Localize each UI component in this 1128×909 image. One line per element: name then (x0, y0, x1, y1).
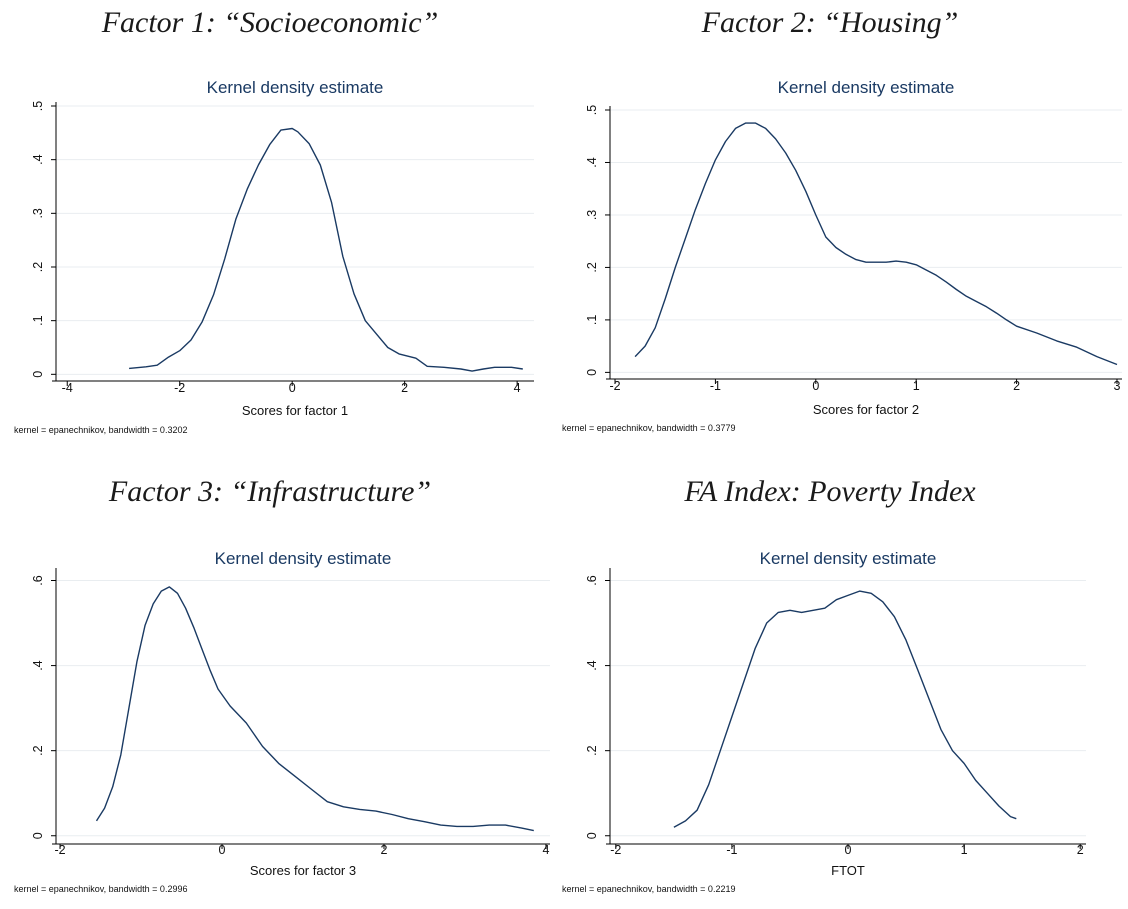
y-tick-label: .6 (585, 575, 599, 585)
y-tick-label: .4 (31, 154, 45, 164)
y-tick-label: 0 (585, 832, 599, 839)
x-axis-label: Scores for factor 2 (813, 402, 919, 417)
chart-heading-2: Factor 2: “Housing” (701, 6, 959, 39)
kernel-note: kernel = epanechnikov, bandwidth = 0.221… (562, 884, 735, 894)
density-chart-1: Kernel density estimate 0 .1 .2 .3 .4 .5 -4 -2 0 2… (14, 78, 534, 435)
x-axis-label: FTOT (831, 863, 865, 878)
y-tick-label: .2 (585, 262, 599, 272)
y-tick-label: .5 (31, 101, 45, 111)
y-tick-label: 0 (585, 369, 599, 376)
x-tick-label: -4 (62, 381, 73, 395)
chart-panel-2: Kernel density estimate 0 .1 .2 .3 .4 .5 -2 -1 0 1… (556, 64, 1126, 449)
x-tick-label: -2 (174, 381, 185, 395)
y-tick-label: .2 (31, 745, 45, 755)
y-tick-label: .1 (585, 315, 599, 325)
x-tick-label: 4 (542, 843, 549, 857)
y-tick-label: .2 (585, 745, 599, 755)
chart-title: Kernel density estimate (215, 549, 392, 568)
x-tick-label: -2 (610, 843, 621, 857)
x-tick-label: 0 (289, 381, 296, 395)
x-tick-label: 4 (514, 381, 521, 395)
density-line (129, 127, 523, 372)
y-tick-label: 0 (31, 832, 45, 839)
y-tick-label: .3 (31, 208, 45, 218)
chart-panel-4: Kernel density estimate 0 .2 .4 .6 -2 -1 0 1 2 FTO… (556, 535, 1090, 907)
chart-title: Kernel density estimate (778, 78, 955, 97)
chart-heading-4: FA Index: Poverty Index (684, 475, 976, 508)
x-tick-label: 2 (381, 843, 388, 857)
x-axis-label: Scores for factor 3 (250, 863, 356, 878)
y-tick-label: .6 (31, 575, 45, 585)
density-chart-4: Kernel density estimate 0 .2 .4 .6 -2 -1 0 1 2 FTO… (562, 549, 1086, 894)
x-tick-label: 1 (913, 379, 920, 393)
x-tick-label: -1 (710, 379, 721, 393)
x-tick-label: 1 (961, 843, 968, 857)
chart-title: Kernel density estimate (760, 549, 937, 568)
density-line (95, 586, 534, 832)
y-tick-label: .1 (31, 315, 45, 325)
y-tick-label: .5 (585, 105, 599, 115)
x-tick-label: 0 (219, 843, 226, 857)
y-tick-label: .3 (585, 210, 599, 220)
kernel-note: kernel = epanechnikov, bandwidth = 0.299… (14, 884, 187, 894)
density-line (634, 122, 1118, 366)
chart-title: Kernel density estimate (207, 78, 384, 97)
density-chart-2: Kernel density estimate 0 .1 .2 .3 .4 .5 -2 -1 0 1… (562, 78, 1122, 433)
density-line (673, 590, 1017, 828)
x-tick-label: 2 (1077, 843, 1084, 857)
chart-panel-1: Kernel density estimate 0 .1 .2 .3 .4 .5 -4 -2 0 2… (8, 64, 536, 449)
y-tick-label: .4 (31, 660, 45, 670)
x-tick-label: 2 (1013, 379, 1020, 393)
chart-panel-3: Kernel density estimate 0 .2 .4 .6 -2 0 2 4 Score… (8, 535, 556, 907)
x-tick-label: 0 (812, 379, 819, 393)
x-tick-label: -2 (54, 843, 65, 857)
chart-heading-3: Factor 3: “Infrastructure” (108, 475, 432, 508)
y-tick-label: .4 (585, 660, 599, 670)
x-tick-label: -1 (726, 843, 737, 857)
x-tick-label: -2 (609, 379, 620, 393)
x-tick-label: 2 (401, 381, 408, 395)
x-axis-label: Scores for factor 1 (242, 403, 348, 418)
x-tick-label: 3 (1114, 379, 1121, 393)
kernel-note: kernel = epanechnikov, bandwidth = 0.320… (14, 425, 187, 435)
x-tick-label: 0 (845, 843, 852, 857)
y-tick-label: .2 (31, 262, 45, 272)
kernel-note: kernel = epanechnikov, bandwidth = 0.377… (562, 423, 735, 433)
density-chart-3: Kernel density estimate 0 .2 .4 .6 -2 0 2 4 Score… (14, 549, 550, 894)
chart-heading-1: Factor 1: “Socioeconomic” (101, 6, 439, 39)
y-tick-label: 0 (31, 371, 45, 378)
y-tick-label: .4 (585, 157, 599, 167)
